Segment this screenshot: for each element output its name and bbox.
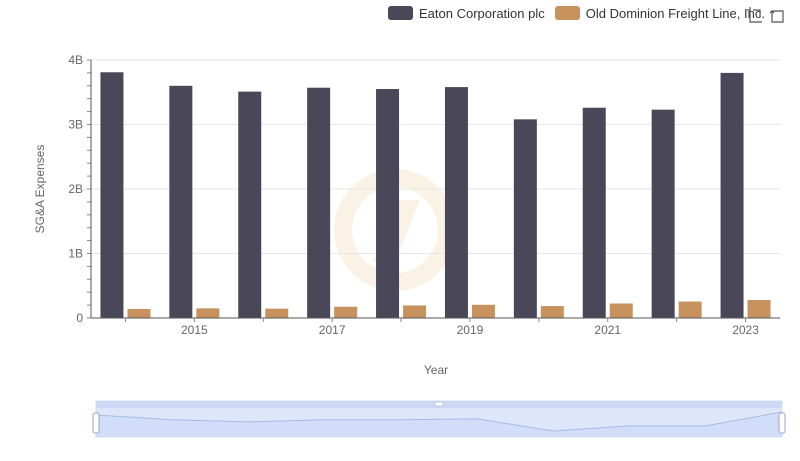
bar-old-dominion-2020 bbox=[540, 306, 564, 318]
bar-old-dominion-2018 bbox=[403, 305, 427, 318]
zoom-icon[interactable] bbox=[746, 6, 764, 24]
bar-old-dominion-2014 bbox=[127, 308, 151, 318]
y-tick-label: 2B bbox=[68, 182, 83, 196]
bar-old-dominion-2022 bbox=[678, 301, 702, 318]
x-tick-label: 2021 bbox=[594, 323, 621, 337]
bar-old-dominion-2023 bbox=[747, 299, 771, 318]
bar-eaton-2021 bbox=[582, 107, 606, 318]
grid bbox=[91, 59, 780, 254]
bar-old-dominion-2016 bbox=[265, 308, 289, 318]
legend-item-old-dominion[interactable]: Old Dominion Freight Line, Inc. bbox=[554, 5, 765, 21]
x-tick-label: 2019 bbox=[457, 323, 484, 337]
legend-swatch-old-dominion bbox=[554, 6, 580, 20]
bar-eaton-2022 bbox=[651, 109, 675, 318]
bars bbox=[100, 72, 771, 319]
bar-old-dominion-2015 bbox=[196, 308, 220, 318]
legend-item-eaton[interactable]: Eaton Corporation plc bbox=[388, 6, 545, 21]
bar-old-dominion-2017 bbox=[334, 306, 358, 318]
zoom-slider-preview-area bbox=[96, 412, 782, 437]
y-axis-title: SG&A Expenses bbox=[33, 145, 47, 234]
legend-swatch-eaton bbox=[388, 6, 413, 20]
legend-label-eaton: Eaton Corporation plc bbox=[419, 5, 545, 21]
bar-eaton-2014 bbox=[100, 72, 124, 318]
bar-eaton-2017 bbox=[307, 87, 331, 318]
bar-eaton-2016 bbox=[238, 91, 262, 318]
bar-old-dominion-2021 bbox=[609, 303, 633, 318]
axes: 0 1B 2B 3B 4B 2015 2017 2019 2021 2023 bbox=[68, 53, 780, 337]
y-tick-label: 3B bbox=[68, 118, 83, 132]
legend-label-old-dominion: Old Dominion Freight Line, Inc. bbox=[585, 5, 765, 21]
bar-old-dominion-2019 bbox=[471, 304, 495, 318]
restore-icon[interactable] bbox=[768, 6, 786, 24]
x-tick-label: 2023 bbox=[732, 323, 759, 337]
zoom-slider[interactable] bbox=[92, 400, 786, 438]
zoom-slider-right-handle[interactable] bbox=[778, 412, 786, 434]
bar-eaton-2020 bbox=[513, 119, 537, 318]
x-axis-title: Year bbox=[424, 363, 448, 377]
zoom-slider-preview bbox=[95, 411, 783, 437]
zoom-slider-preview-line bbox=[95, 411, 783, 432]
x-tick-label: 2015 bbox=[181, 323, 208, 337]
y-tick-label: 1B bbox=[68, 247, 83, 261]
bar-eaton-2018 bbox=[376, 89, 400, 319]
bar-eaton-2019 bbox=[444, 87, 468, 318]
zoom-slider-grip-icon[interactable] bbox=[434, 401, 444, 407]
zoom-slider-selection[interactable] bbox=[96, 401, 782, 437]
chart-toolbar bbox=[746, 6, 790, 24]
zoom-slider-left-handle[interactable] bbox=[92, 412, 100, 434]
bar-eaton-2023 bbox=[720, 72, 744, 319]
y-tick-label: 4B bbox=[68, 53, 83, 67]
x-tick-label: 2017 bbox=[319, 323, 346, 337]
y-tick-label: 0 bbox=[76, 311, 83, 325]
legend: Eaton Corporation plc Old Dominion Freig… bbox=[388, 4, 775, 22]
bar-eaton-2015 bbox=[169, 85, 193, 318]
